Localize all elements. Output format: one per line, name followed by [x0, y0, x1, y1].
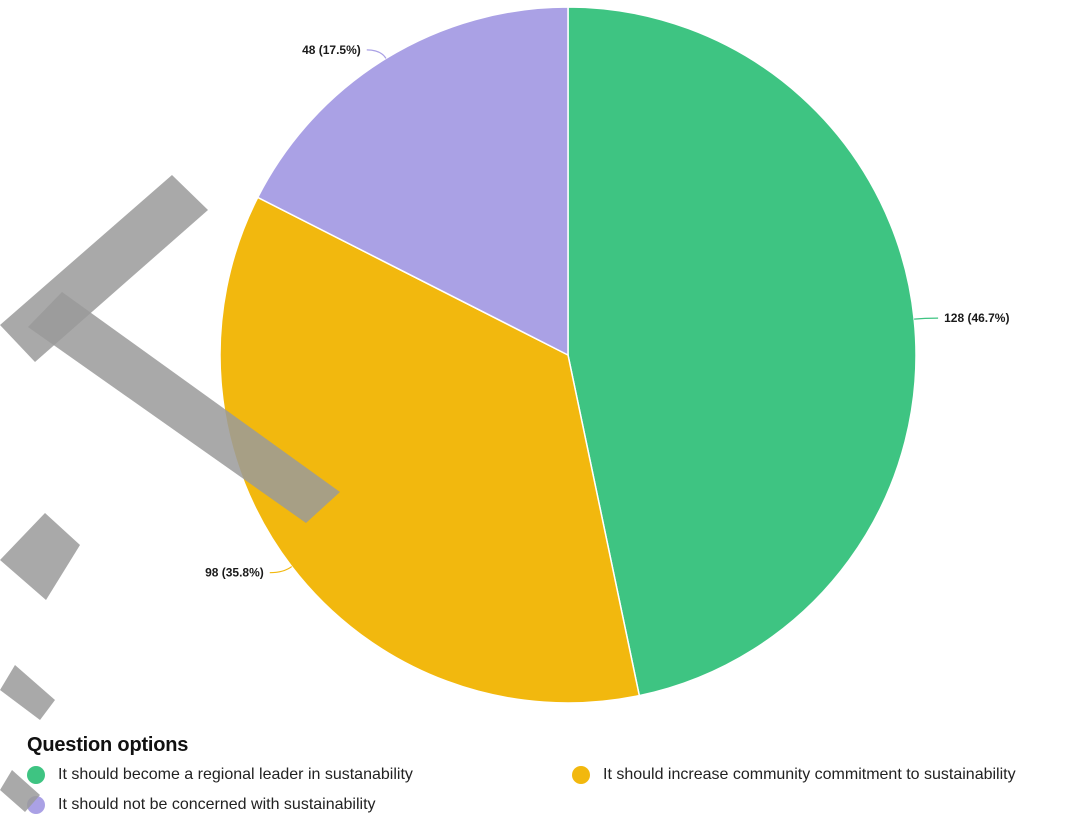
label-leader-line	[914, 317, 939, 320]
pie-data-labels: 128 (46.7%) 98 (35.8%) 48 (17.5%)	[205, 43, 1009, 580]
legend-item-not-concerned[interactable]: It should not be concerned with sustaina…	[27, 793, 572, 817]
legend-item-community-commitment[interactable]: It should increase community commitment …	[572, 763, 1071, 787]
legend: Question options It should become a regi…	[27, 734, 1071, 817]
label-leader-line	[366, 49, 387, 59]
legend-dot-green-icon	[27, 766, 45, 784]
legend-item-label: It should not be concerned with sustaina…	[58, 796, 376, 813]
legend-dot-yellow-icon	[572, 766, 590, 784]
pie-slice-regional-leader[interactable]	[567, 6, 917, 697]
legend-dot-purple-icon	[27, 796, 45, 814]
legend-item-label: It should increase community commitment …	[603, 766, 1016, 783]
pie-data-label: 48 (17.5%)	[302, 43, 361, 57]
pie-label-leaders	[269, 49, 939, 574]
pie-chart: 128 (46.7%) 98 (35.8%) 48 (17.5%)	[205, 6, 1009, 704]
pie-slice-not-concerned[interactable]	[256, 6, 569, 357]
legend-items: It should become a regional leader in su…	[27, 763, 1071, 817]
label-leader-line	[269, 566, 293, 574]
pie-data-label: 98 (35.8%)	[205, 566, 264, 580]
legend-item-regional-leader[interactable]: It should become a regional leader in su…	[27, 763, 572, 787]
pie-slices	[219, 6, 917, 704]
legend-title: Question options	[27, 734, 189, 756]
legend-item-label: It should become a regional leader in su…	[58, 766, 413, 783]
pie-data-label: 128 (46.7%)	[944, 311, 1009, 325]
